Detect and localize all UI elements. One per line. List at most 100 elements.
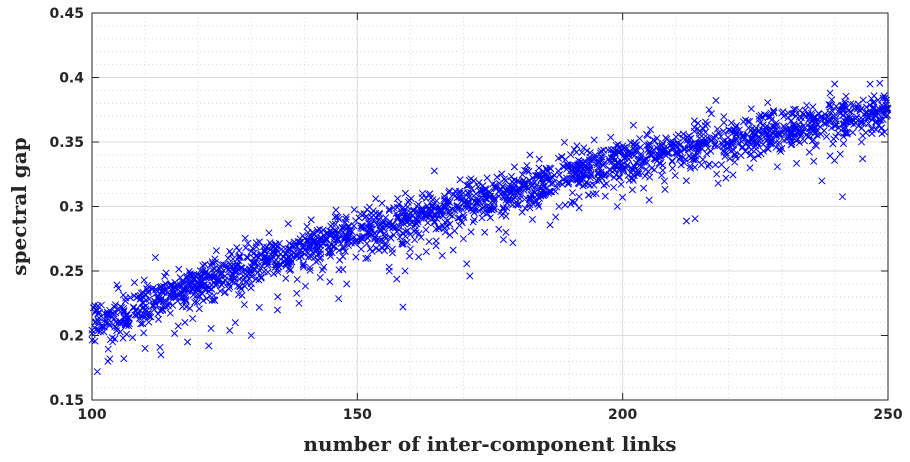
scatter-point: [659, 166, 667, 174]
scatter-point: [792, 112, 800, 120]
scatter-point: [299, 260, 307, 268]
scatter-point: [284, 258, 292, 266]
scatter-point: [111, 335, 119, 343]
scatter-point: [444, 216, 452, 225]
y-tick-label: 0.45: [49, 6, 84, 22]
scatter-point: [238, 291, 246, 300]
scatter-point: [376, 227, 385, 235]
scatter-point: [690, 117, 698, 125]
scatter-point: [306, 266, 314, 274]
scatter-point: [868, 125, 876, 134]
scatter-point: [377, 226, 385, 234]
scatter-point: [704, 162, 712, 170]
scatter-point: [578, 148, 586, 156]
scatter-point: [710, 134, 718, 142]
scatter-point: [141, 344, 149, 352]
scatter-point: [342, 232, 350, 240]
scatter-point: [778, 109, 786, 117]
scatter-point: [699, 155, 707, 164]
x-tick-label: 100: [77, 407, 106, 423]
scatter-point: [790, 135, 798, 143]
scatter-point: [495, 225, 503, 233]
scatter-point: [473, 198, 481, 206]
scatter-point: [668, 157, 676, 165]
scatter-point: [872, 118, 880, 126]
scatter-point: [797, 131, 805, 139]
scatter-point: [597, 147, 605, 155]
scatter-point: [523, 162, 531, 170]
scatter-point: [385, 220, 393, 228]
scatter-point: [370, 217, 378, 225]
scatter-point: [186, 270, 194, 278]
scatter-point: [746, 151, 754, 159]
scatter-point: [727, 137, 735, 145]
scatter-point: [830, 135, 838, 143]
scatter-point: [552, 213, 560, 221]
scatter-point: [331, 220, 340, 228]
scatter-point: [399, 229, 407, 237]
scatter-point: [89, 304, 98, 312]
scatter-point: [457, 217, 465, 225]
scatter-point: [311, 253, 319, 262]
scatter-point: [278, 245, 286, 253]
scatter-point: [883, 111, 892, 119]
scatter-point: [645, 148, 653, 157]
scatter-point: [241, 234, 249, 242]
scatter-point: [479, 208, 488, 216]
scatter-point: [711, 161, 720, 169]
scatter-point: [208, 296, 216, 304]
scatter-point: [633, 141, 641, 149]
scatter-point: [297, 252, 305, 261]
scatter-point: [719, 143, 727, 151]
scatter-point: [518, 208, 526, 216]
scatter-point: [216, 287, 224, 295]
scatter-point: [870, 92, 878, 100]
scatter-point: [479, 203, 488, 211]
scatter-point: [386, 233, 394, 241]
scatter-point: [299, 261, 307, 269]
scatter-point: [490, 198, 498, 206]
scatter-point: [854, 100, 862, 108]
scatter-point: [305, 241, 314, 250]
scatter-point: [612, 141, 620, 149]
scatter-point: [235, 257, 243, 265]
scatter-point: [760, 126, 769, 135]
scatter-point: [662, 134, 670, 142]
scatter-point: [441, 205, 449, 213]
scatter-point: [284, 245, 292, 253]
scatter-point: [282, 274, 290, 283]
scatter-point: [607, 133, 615, 142]
scatter-point: [95, 314, 103, 322]
scatter-point: [614, 148, 622, 156]
scatter-point: [831, 156, 839, 164]
scatter-point: [775, 138, 783, 147]
scatter-point: [840, 129, 849, 137]
scatter-point: [729, 171, 737, 179]
scatter-point: [668, 158, 676, 166]
scatter-point: [669, 140, 677, 148]
scatter-point: [653, 134, 661, 142]
scatter-point: [265, 229, 273, 237]
scatter-point: [831, 80, 839, 88]
scatter-point: [270, 270, 278, 278]
x-tick-label: 150: [343, 407, 372, 423]
scatter-point: [233, 244, 241, 252]
scatter-point: [624, 171, 632, 180]
scatter-point: [637, 163, 645, 171]
scatter-point: [703, 150, 711, 158]
scatter-point: [472, 190, 480, 198]
scatter-point: [553, 183, 561, 191]
scatter-point: [339, 252, 347, 260]
scatter-point: [842, 129, 850, 137]
scatter-point: [839, 139, 848, 148]
scatter-point: [287, 265, 295, 274]
scatter-point: [880, 92, 888, 100]
scatter-point: [573, 164, 581, 172]
scatter-point: [130, 278, 139, 287]
scatter-point: [486, 214, 494, 222]
scatter-point: [826, 108, 834, 116]
scatter-point: [497, 190, 505, 198]
scatter-point: [715, 129, 723, 137]
scatter-point: [754, 151, 762, 159]
scatter-point: [335, 266, 343, 274]
